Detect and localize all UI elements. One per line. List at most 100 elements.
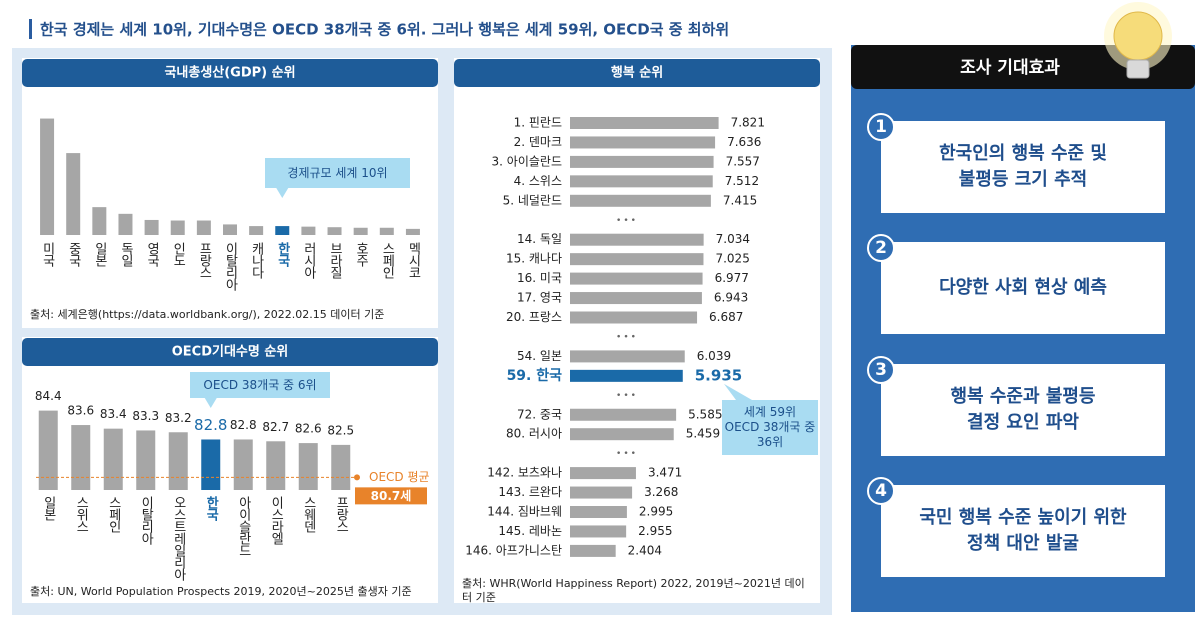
annotation: OECD 38개국 중 6위 — [190, 372, 330, 398]
y-tick-label: 80. 러시아 — [506, 427, 562, 441]
effect-text: 행복 수준과 불평등 — [950, 386, 1095, 407]
data-label: 5.935 — [695, 366, 742, 384]
y-tick-label: 59. 한국 — [507, 368, 563, 384]
title-bar — [454, 59, 820, 87]
bar — [92, 207, 107, 235]
effect-box — [881, 364, 1165, 456]
effect-text: 한국인의 행복 수준 및 — [939, 143, 1107, 164]
x-tick-label: 이스라엘 — [268, 496, 283, 545]
data-label: 7.512 — [725, 174, 759, 188]
chart-title: 국내총생산(GDP) 순위 — [164, 65, 295, 81]
bar — [570, 467, 636, 480]
x-tick-label: 브라질 — [327, 242, 342, 279]
y-tick-label: 5. 네덜란드 — [503, 193, 562, 207]
data-label: 7.557 — [726, 154, 760, 168]
source: 출처: WHR(World Happiness Report) 2022, 20… — [462, 577, 805, 605]
x-tick-label: 스페인 — [106, 496, 121, 533]
bar — [570, 506, 627, 518]
bar — [570, 428, 674, 441]
bar — [570, 253, 704, 266]
effect-text: 불평등 크기 추적 — [959, 169, 1087, 190]
happiness-panel — [454, 58, 820, 603]
data-label: 83.2 — [165, 411, 192, 425]
reference-box — [355, 487, 427, 505]
bar — [379, 227, 394, 235]
annotation-pointer — [276, 188, 289, 198]
annotation-line: OECD 38개국 중 36위 — [724, 420, 816, 449]
effect-number: 1 — [875, 117, 887, 137]
x-tick-label: 한국 — [203, 495, 218, 522]
effect-number-badge — [867, 477, 895, 505]
title-bar — [22, 338, 438, 366]
data-label: 6.943 — [714, 291, 748, 305]
bar — [570, 117, 719, 129]
y-tick-label: 142. 보츠와나 — [487, 466, 562, 480]
bar — [118, 213, 133, 235]
bar — [40, 118, 55, 235]
bar — [570, 544, 616, 557]
y-tick-label: 54. 일본 — [517, 349, 562, 363]
data-label: 5.585 — [688, 407, 722, 421]
data-label: 83.4 — [100, 407, 127, 421]
data-label: 7.034 — [716, 232, 750, 246]
y-tick-label: 4. 스위스 — [514, 174, 562, 188]
bar — [249, 226, 264, 235]
title-bar — [22, 59, 438, 87]
bar — [570, 292, 702, 305]
bulb-base — [1126, 59, 1150, 79]
bar — [196, 220, 211, 235]
x-tick-label: 미국 — [40, 242, 55, 267]
y-tick-label: 144. 짐바브웨 — [487, 505, 562, 519]
y-tick-label: 2. 덴마크 — [514, 135, 562, 149]
reference-label: OECD 평균 — [369, 470, 430, 484]
bulb — [1113, 11, 1163, 61]
data-label: 82.5 — [327, 423, 354, 437]
bar — [353, 227, 368, 235]
data-label: 7.821 — [731, 116, 765, 130]
chart-title: 행복 순위 — [611, 65, 663, 81]
gap-dots: ••• — [616, 216, 638, 226]
x-tick-label: 스위스 — [73, 496, 88, 532]
x-tick-label: 한국 — [275, 241, 290, 268]
data-label: 2.995 — [639, 505, 673, 519]
data-label: 6.039 — [697, 349, 731, 363]
source: 출처: 세계은행(https://data.worldbank.org/), 2… — [30, 308, 385, 321]
title-marker — [29, 19, 32, 39]
bar — [570, 408, 677, 421]
x-tick-label: 아이슬란드 — [236, 496, 251, 556]
y-tick-label: 145. 레바논 — [498, 524, 562, 538]
y-tick-label: 143. 르완다 — [498, 485, 562, 499]
data-label: 6.687 — [709, 310, 743, 324]
annotation-line: 세계 59위 — [743, 405, 797, 419]
bar — [327, 227, 342, 235]
x-tick-label: 프랑스 — [196, 242, 211, 278]
y-tick-label: 16. 미국 — [517, 271, 562, 285]
bar — [66, 153, 81, 235]
effect-number-badge — [867, 356, 895, 384]
data-label: 82.8 — [194, 416, 227, 434]
bar — [301, 226, 316, 235]
bar — [570, 350, 685, 363]
data-label: 7.636 — [727, 135, 761, 149]
data-label: 7.415 — [723, 193, 757, 207]
data-label: 2.404 — [628, 543, 662, 557]
bar — [233, 439, 253, 490]
data-label: 6.977 — [715, 271, 749, 285]
bar — [570, 233, 704, 246]
bar — [570, 369, 683, 382]
y-tick-label: 72. 중국 — [517, 407, 562, 421]
bar — [136, 430, 156, 490]
bar — [201, 439, 221, 490]
data-label: 82.7 — [262, 420, 289, 434]
bar — [38, 410, 58, 490]
effect-box — [881, 121, 1165, 213]
data-label: 7.025 — [715, 252, 749, 266]
bar — [144, 219, 159, 235]
y-tick-label: 14. 독일 — [517, 232, 562, 246]
effect-box — [881, 242, 1165, 334]
gap-dots: ••• — [616, 332, 638, 342]
effect-text: 정책 대안 발굴 — [967, 533, 1079, 554]
x-tick-label: 프랑스 — [333, 496, 348, 532]
effects-title: 조사 기대효과 — [960, 58, 1060, 78]
